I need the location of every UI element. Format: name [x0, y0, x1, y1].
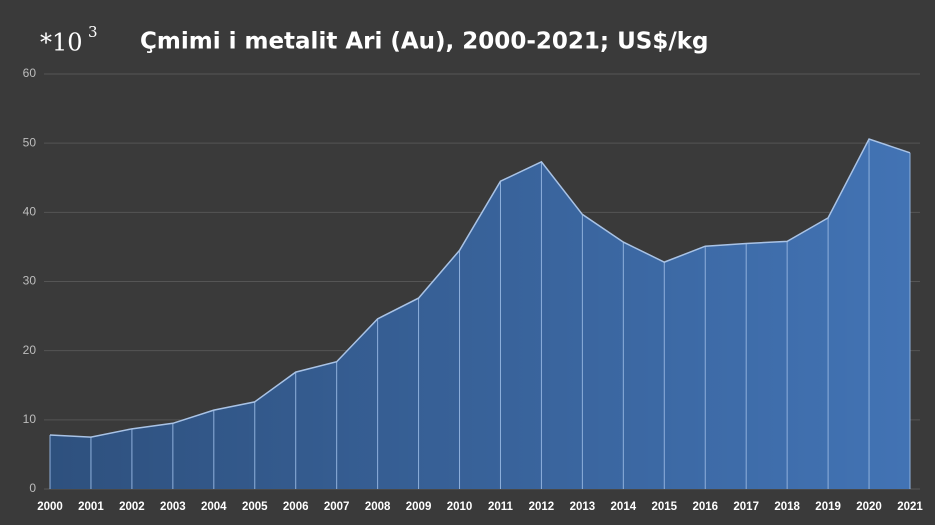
x-tick-label: 2003 [160, 501, 186, 513]
x-tick-label: 2005 [242, 501, 268, 513]
x-tick-label: 2001 [78, 501, 104, 513]
x-tick-label: 2006 [283, 501, 309, 513]
x-tick-label: 2017 [733, 501, 759, 513]
area-shade [50, 139, 910, 489]
area-line [49, 138, 911, 438]
y-tick-label: 0 [29, 481, 36, 495]
y-tick-label: 60 [23, 66, 37, 80]
y-tick-label: 50 [23, 135, 37, 149]
y-tick-label: 40 [23, 205, 37, 219]
chart-title: Çmimi i metalit Ari (Au), 2000-2021; US$… [140, 29, 709, 55]
x-tick-label: 2020 [856, 501, 882, 513]
y-tick-label: 20 [23, 343, 37, 357]
x-tick-label: 2016 [692, 501, 718, 513]
x-tick-label: 2018 [774, 501, 800, 513]
x-tick-label: 2004 [201, 501, 227, 513]
x-tick-label: 2014 [611, 501, 637, 513]
x-tick-label: 2002 [119, 501, 145, 513]
y-tick-label: 10 [23, 412, 37, 426]
y-tick-label: 30 [23, 274, 37, 288]
x-tick-label: 2011 [488, 501, 514, 513]
x-tick-label: 2015 [651, 501, 677, 513]
x-tick-label: 2012 [529, 501, 555, 513]
x-tick-label: 2010 [447, 501, 473, 513]
x-tick-label: 2000 [37, 501, 63, 513]
x-tick-label: 2009 [406, 501, 432, 513]
x-tick-label: 2021 [897, 501, 923, 513]
x-tick-label: 2007 [324, 501, 350, 513]
x-tick-label: 2013 [570, 501, 596, 513]
annotation-exponent: 3 [88, 23, 98, 41]
annotation-base: *10 [40, 29, 83, 57]
x-tick-label: 2008 [365, 501, 391, 513]
x-tick-label: 2019 [815, 501, 841, 513]
